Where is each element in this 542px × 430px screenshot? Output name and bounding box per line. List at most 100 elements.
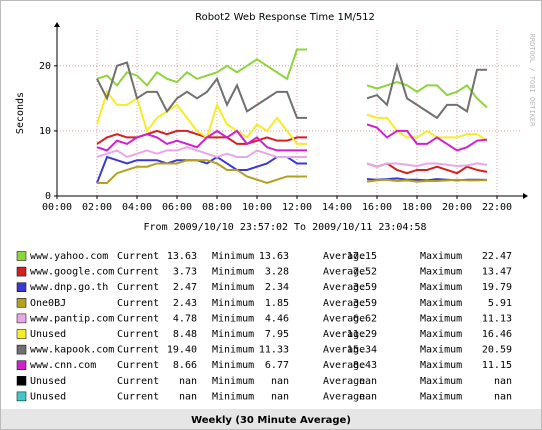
stat-value: 17.15 bbox=[347, 251, 377, 262]
stat-value: 3.59 bbox=[353, 282, 377, 293]
stat-value: 20.59 bbox=[482, 345, 512, 356]
stat-value: 4.78 bbox=[173, 313, 197, 324]
stat-label: Minimum bbox=[212, 345, 254, 356]
stat-label: Maximum bbox=[420, 251, 462, 262]
x-tick-label: 04:00 bbox=[122, 202, 152, 213]
stat-value: 8.43 bbox=[353, 360, 377, 371]
series-line bbox=[97, 159, 488, 185]
stat-label: Minimum bbox=[212, 282, 254, 293]
legend-name: www.kapook.com bbox=[30, 345, 114, 356]
x-tick-label: 00:00 bbox=[42, 202, 72, 213]
stat-label: Average bbox=[323, 282, 365, 293]
legend-name: Unused bbox=[30, 329, 66, 340]
stat-value: nan bbox=[271, 376, 289, 387]
stat-label: Minimum bbox=[212, 251, 254, 262]
stat-value: 3.59 bbox=[353, 298, 377, 309]
stat-value: 11.15 bbox=[482, 360, 512, 371]
stat-value: nan bbox=[494, 376, 512, 387]
stat-label: Current bbox=[117, 251, 159, 262]
stat-label: Average bbox=[323, 376, 365, 387]
stat-label: Maximum bbox=[420, 329, 462, 340]
x-tick-label: 10:00 bbox=[242, 202, 272, 213]
stat-value: nan bbox=[494, 391, 512, 402]
stat-label: Maximum bbox=[420, 345, 462, 356]
legend-name: www.pantip.com bbox=[30, 313, 114, 324]
stat-label: Average bbox=[323, 345, 365, 356]
legend-name: www.dnp.go.th bbox=[30, 282, 108, 293]
stat-label: Current bbox=[117, 345, 159, 356]
stat-value: 11.29 bbox=[347, 329, 377, 340]
stat-value: 2.34 bbox=[265, 282, 289, 293]
y-arrow bbox=[54, 22, 60, 27]
footer: Weekly (30 Minute Average) bbox=[191, 415, 351, 426]
stat-value: 6.77 bbox=[265, 360, 289, 371]
stat-value: 19.40 bbox=[167, 345, 197, 356]
stat-label: Current bbox=[117, 329, 159, 340]
stat-value: 19.79 bbox=[482, 282, 512, 293]
x-tick-label: 22:00 bbox=[482, 202, 512, 213]
y-tick-label: 0 bbox=[45, 191, 51, 202]
stat-label: Minimum bbox=[212, 391, 254, 402]
stat-label: Current bbox=[117, 298, 159, 309]
stat-label: Maximum bbox=[420, 267, 462, 278]
x-tick-label: 12:00 bbox=[282, 202, 312, 213]
stat-label: Maximum bbox=[420, 376, 462, 387]
stat-label: Current bbox=[117, 267, 159, 278]
stat-label: Minimum bbox=[212, 267, 254, 278]
stat-label: Average bbox=[323, 329, 365, 340]
stat-label: Minimum bbox=[212, 313, 254, 324]
legend-swatch bbox=[16, 266, 27, 277]
stat-value: 2.43 bbox=[173, 298, 197, 309]
stat-value: 13.63 bbox=[259, 251, 289, 262]
x-tick-label: 06:00 bbox=[162, 202, 192, 213]
stat-label: Maximum bbox=[420, 391, 462, 402]
stat-value: 13.63 bbox=[167, 251, 197, 262]
legend-swatch bbox=[16, 313, 27, 324]
stat-label: Average bbox=[323, 360, 365, 371]
subtitle: From 2009/10/10 23:57:02 To 2009/10/11 2… bbox=[144, 222, 427, 233]
stat-value: 5.91 bbox=[488, 298, 512, 309]
stat-label: Maximum bbox=[420, 313, 462, 324]
legend-swatch bbox=[16, 376, 27, 386]
legend-swatch bbox=[16, 360, 27, 370]
stat-value: 11.13 bbox=[482, 313, 512, 324]
legend-swatch bbox=[16, 298, 27, 308]
x-tick-label: 08:00 bbox=[202, 202, 232, 213]
legend-swatch bbox=[16, 282, 27, 292]
series-line bbox=[96, 48, 488, 109]
stat-label: Average bbox=[323, 298, 365, 309]
stat-value: 1.85 bbox=[265, 298, 289, 309]
stat-label: Average bbox=[323, 251, 365, 262]
legend-name: Unused bbox=[30, 376, 66, 387]
stat-value: 16.46 bbox=[482, 329, 512, 340]
legend-swatch bbox=[16, 391, 27, 402]
legend-name: www.cnn.com bbox=[30, 360, 96, 371]
y-tick-label: 10 bbox=[39, 126, 51, 137]
series-line bbox=[96, 146, 488, 168]
x-tick-label: 14:00 bbox=[322, 202, 352, 213]
stat-value: 6.62 bbox=[353, 313, 377, 324]
stat-value: 3.73 bbox=[173, 267, 197, 278]
legend-name: One0BJ bbox=[30, 298, 66, 309]
stat-value: 22.47 bbox=[482, 251, 512, 262]
stat-value: 11.33 bbox=[259, 345, 289, 356]
stat-value: 8.48 bbox=[173, 329, 197, 340]
x-arrow bbox=[523, 193, 528, 199]
stat-label: Average bbox=[323, 391, 365, 402]
stat-value: nan bbox=[179, 376, 197, 387]
stat-label: Current bbox=[117, 391, 159, 402]
legend-swatch bbox=[16, 329, 27, 339]
stat-label: Current bbox=[117, 376, 159, 387]
stat-value: 3.28 bbox=[265, 267, 289, 278]
stat-value: 4.46 bbox=[265, 313, 289, 324]
x-tick-label: 20:00 bbox=[442, 202, 472, 213]
stat-label: Average bbox=[323, 313, 365, 324]
series-line bbox=[96, 123, 488, 152]
stat-label: Maximum bbox=[420, 360, 462, 371]
stat-label: Maximum bbox=[420, 282, 462, 293]
stat-label: Minimum bbox=[212, 376, 254, 387]
stat-value: nan bbox=[359, 391, 377, 402]
stat-value: 2.47 bbox=[173, 282, 197, 293]
